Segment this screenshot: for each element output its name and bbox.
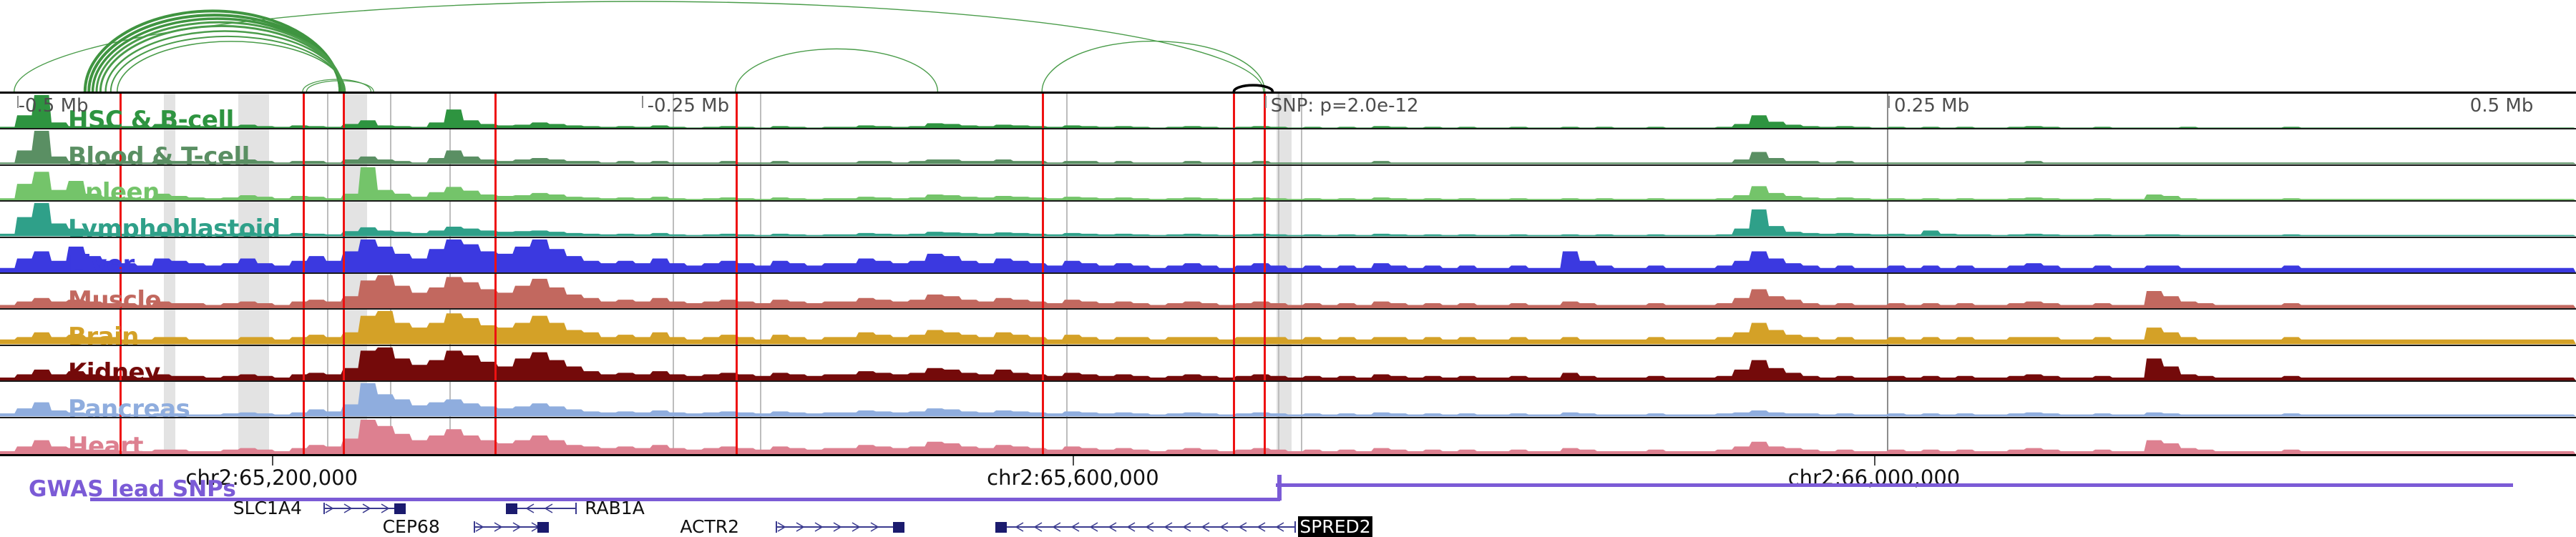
signal-profile — [0, 383, 2576, 417]
track-label-pancreas: Pancreas — [68, 394, 190, 418]
track-heart[interactable]: Heart — [0, 418, 2576, 454]
gene-end-cap — [1294, 521, 1296, 533]
ruler-tick — [641, 96, 643, 108]
gene-label-spred2[interactable]: SPRED2 — [1298, 516, 1372, 537]
gene-backbone — [474, 526, 549, 528]
gene-row: RAB1A — [0, 498, 2576, 518]
track-spleen[interactable]: Spleen — [0, 165, 2576, 202]
interaction-arc — [1232, 84, 1274, 92]
gene-strand-arrows — [777, 522, 879, 532]
signal-profile — [0, 347, 2576, 381]
gene-exon — [394, 503, 406, 514]
track-label-spleen: Spleen — [68, 178, 160, 202]
track-blood-t-cell[interactable]: Blood & T-cell — [0, 129, 2576, 166]
ruler-label: 0.5 Mb — [2469, 95, 2534, 117]
gene-exon — [537, 522, 549, 533]
gwas-span-line — [90, 498, 1281, 501]
gwas-lead-snp-marker[interactable] — [1277, 475, 1282, 501]
track-label-kidney: Kidney — [68, 358, 160, 383]
gene-label-slc1a4[interactable]: SLC1A4 — [233, 498, 302, 518]
interaction-arc — [104, 30, 345, 92]
track-label-hsc-b-cell: HSC & B-cell — [68, 106, 234, 130]
gene-exon — [892, 522, 904, 533]
signal-profile — [0, 275, 2576, 309]
interaction-arc — [735, 48, 939, 92]
interaction-arc — [1041, 40, 1266, 92]
gene-backbone — [323, 508, 406, 509]
track-label-lymphoblastoid: Lymphoblastoid — [68, 214, 280, 238]
ruler-tick — [1264, 96, 1267, 108]
ruler-tick — [16, 96, 19, 108]
ruler-label: -0.25 Mb — [647, 95, 730, 117]
ruler-label: 0.25 Mb — [1894, 95, 1970, 117]
axis-tick — [1073, 456, 1075, 465]
axis-tick — [1874, 456, 1875, 465]
track-label-liver: Liver — [68, 250, 135, 274]
gene-backbone — [506, 508, 577, 509]
ruler-label: -0.5 Mb — [18, 95, 89, 117]
axis-coordinate-label: chr2:65,600,000 — [987, 465, 1159, 490]
gene-row: ACTR2 — [0, 516, 2576, 537]
track-pancreas[interactable]: Pancreas — [0, 382, 2576, 418]
interaction-arc — [109, 35, 345, 92]
interaction-arc — [302, 79, 372, 92]
chromatin-interaction-arcs — [14, 1, 1274, 92]
track-lymphoblastoid[interactable]: Lymphoblastoid — [0, 202, 2576, 238]
track-label-muscle: Muscle — [68, 286, 162, 310]
signal-track-panel: HSC & B-cell -0.5 Mb -0.25 Mb SNP: p=2.0e-1… — [0, 92, 2576, 456]
gwas-lead-snps-track[interactable]: GWAS lead SNPs — [0, 475, 2576, 502]
gene-end-cap — [474, 521, 476, 533]
gene-end-cap — [775, 521, 777, 533]
gene-exon — [995, 522, 1008, 533]
gene-annotation-track: SLC1A4 CEP68 RAB1A ACTR2 SPRED2 — [0, 498, 2576, 537]
track-label-brain: Brain — [68, 322, 140, 346]
axis-tick — [271, 456, 273, 465]
track-label-blood-t-cell: Blood & T-cell — [68, 142, 250, 166]
gene-label-actr2[interactable]: ACTR2 — [680, 516, 740, 537]
axis-coordinate-label: chr2:65,200,000 — [185, 465, 358, 490]
signal-profile — [0, 131, 2576, 164]
track-muscle[interactable]: Muscle — [0, 273, 2576, 310]
gene-row: SPRED2 — [0, 516, 2576, 537]
signal-profile — [0, 203, 2576, 237]
gene-row: CEP68 — [0, 516, 2576, 537]
signal-profile — [0, 167, 2576, 201]
track-liver[interactable]: Liver — [0, 237, 2576, 274]
interaction-arc — [306, 80, 374, 92]
gene-label-rab1a[interactable]: RAB1A — [585, 498, 645, 518]
ruler-tick — [1888, 96, 1890, 108]
gene-strand-arrows — [996, 522, 1284, 532]
track-brain[interactable]: Brain — [0, 310, 2576, 346]
gene-end-cap — [323, 503, 325, 514]
gene-end-cap — [575, 503, 577, 514]
signal-profile — [0, 419, 2576, 454]
track-label-heart: Heart — [68, 431, 143, 454]
signal-profile — [0, 311, 2576, 345]
signal-profile — [0, 239, 2576, 272]
gene-row: SLC1A4 — [0, 498, 2576, 518]
gene-exon — [506, 503, 518, 514]
gwas-span-line-upper — [1276, 483, 2513, 487]
interaction-arc — [14, 1, 1264, 92]
gene-label-cep68[interactable]: CEP68 — [382, 516, 440, 537]
ruler-label: SNP: p=2.0e-12 — [1270, 95, 1419, 117]
track-kidney[interactable]: Kidney — [0, 345, 2576, 383]
track-hsc-b-cell[interactable]: HSC & B-cell -0.5 Mb -0.25 Mb SNP: p=2.0e-1… — [0, 94, 2576, 130]
gene-strand-arrows — [325, 503, 390, 513]
interaction-arc — [117, 41, 346, 92]
